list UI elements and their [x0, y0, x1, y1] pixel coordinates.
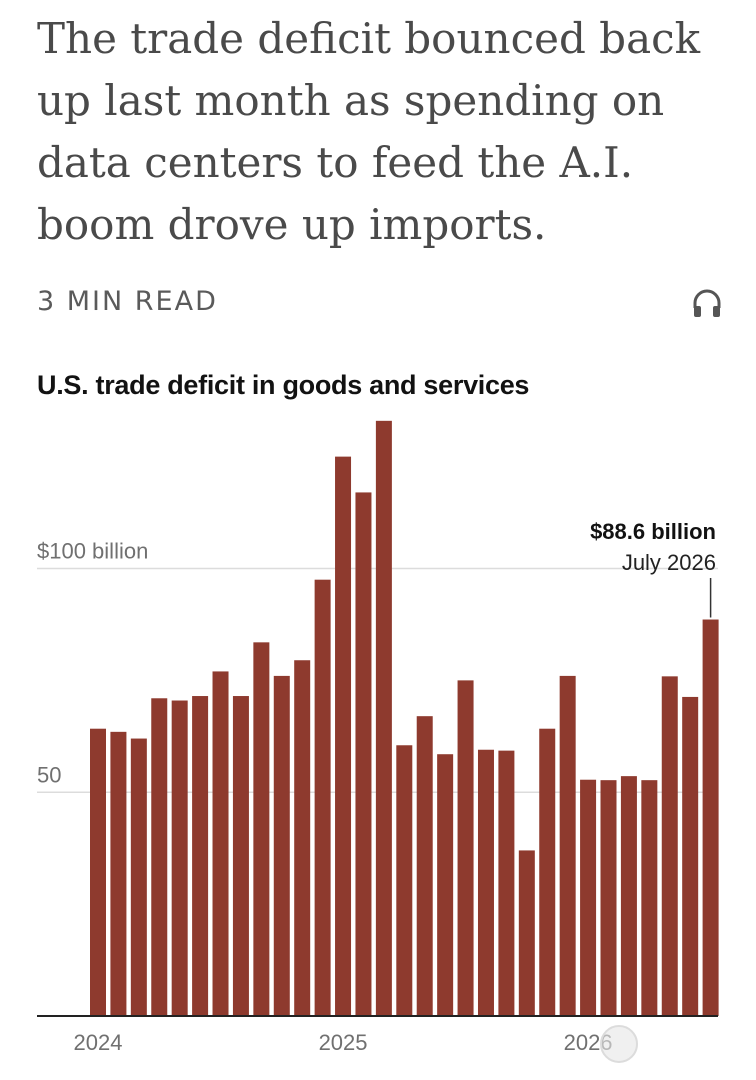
bar: [130, 738, 147, 1016]
bar: [580, 779, 597, 1016]
bar: [498, 750, 515, 1016]
bar: [355, 492, 372, 1016]
bar: [477, 749, 494, 1016]
bar: [273, 675, 290, 1016]
bar: [416, 716, 433, 1016]
bar: [212, 671, 229, 1016]
bar: [641, 780, 658, 1016]
headline: The trade deficit bounced back up last m…: [37, 14, 701, 249]
bar: [661, 676, 678, 1016]
bar: [620, 776, 637, 1016]
bar: [518, 850, 535, 1016]
bar: [253, 642, 270, 1016]
bar: [90, 728, 106, 1016]
y-tick-label: 50: [37, 762, 61, 787]
bar: [559, 675, 576, 1016]
bar: [294, 660, 311, 1016]
y-tick-label: $100 billion: [37, 539, 148, 564]
bar: [702, 619, 719, 1016]
watermark-logo-icon: [600, 1025, 638, 1063]
bar: [192, 696, 209, 1016]
chart-title: U.S. trade deficit in goods and services: [37, 370, 530, 400]
bar: [600, 780, 617, 1016]
x-tick-label: 2025: [319, 1030, 368, 1055]
headphones-icon-glyph: [693, 289, 721, 317]
read-time: 3 MIN READ: [37, 286, 218, 317]
bar: [110, 731, 127, 1016]
bar: [682, 696, 699, 1016]
bar: [539, 728, 556, 1016]
bar: [375, 420, 392, 1016]
bar: [151, 698, 168, 1016]
bar: [335, 456, 352, 1016]
bar: [171, 700, 188, 1016]
bar: [437, 754, 454, 1016]
x-tick-label: 2024: [74, 1030, 123, 1055]
bar: [457, 680, 474, 1016]
annotation-value-label: $88.6 billion: [590, 519, 716, 544]
annotation-date-label: July 2026: [622, 550, 716, 575]
bar: [314, 579, 331, 1016]
bar: [396, 745, 413, 1016]
headphones-icon[interactable]: [690, 286, 724, 320]
watermark: [600, 1024, 742, 1064]
bar: [232, 696, 249, 1016]
